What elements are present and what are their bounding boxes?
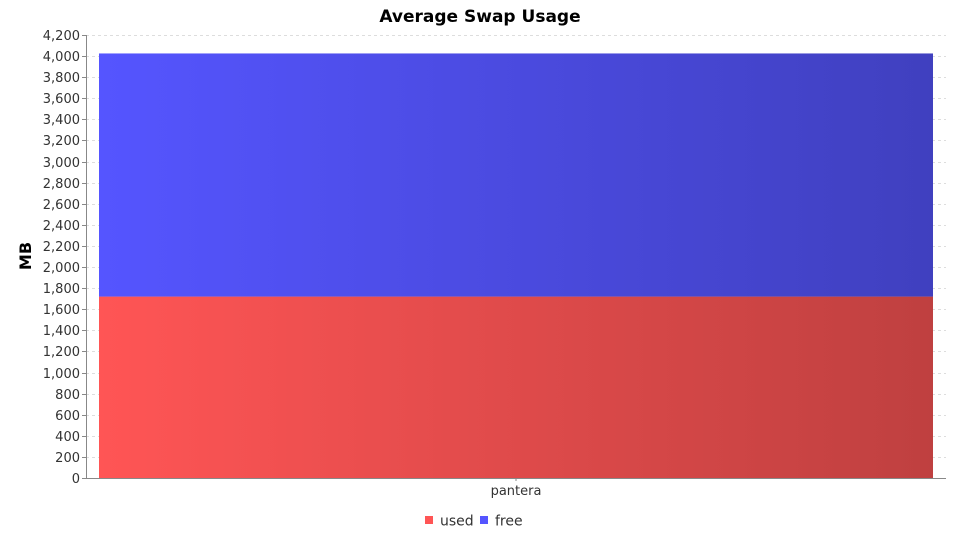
y-tick-label: 400 [55, 430, 80, 445]
y-tick-label: 3,400 [43, 113, 80, 128]
y-tick-label: 800 [55, 388, 80, 403]
y-tick-label: 2,400 [43, 219, 80, 234]
y-tick-label: 1,200 [43, 345, 80, 360]
legend-swatch-free [480, 516, 488, 524]
bar-used [99, 296, 933, 478]
y-tick-label: 2,800 [43, 177, 80, 192]
legend: used free [425, 514, 523, 530]
y-tick-label: 3,600 [43, 92, 80, 107]
legend-label-used: used [440, 514, 474, 530]
y-tick-label: 1,800 [43, 282, 80, 297]
y-tick-label: 2,200 [43, 240, 80, 255]
y-tick-label: 4,000 [43, 50, 80, 65]
axes: 0 200 400 600 800 1,000 1,200 1,400 1,600 1,800 2,… [43, 29, 946, 499]
y-tick-label: 2,000 [43, 261, 80, 276]
legend-label-free: free [495, 514, 523, 530]
y-tick-label: 1,600 [43, 303, 80, 318]
y-tick-label: 3,000 [43, 156, 80, 171]
y-tick-label: 200 [55, 451, 80, 466]
y-tick-label: 4,200 [43, 29, 80, 44]
chart-title: Average Swap Usage [379, 7, 580, 27]
y-tick-label: 1,000 [43, 367, 80, 382]
y-axis-label: MB [16, 242, 35, 270]
y-tick-label: 1,400 [43, 324, 80, 339]
y-tick-label: 3,200 [43, 134, 80, 149]
y-tick-label: 0 [72, 472, 80, 487]
y-tick-label: 2,600 [43, 198, 80, 213]
bars [99, 53, 933, 478]
y-tick-label: 3,800 [43, 71, 80, 86]
y-tick-label: 600 [55, 409, 80, 424]
x-tick-label: pantera [491, 484, 542, 499]
bar-free [99, 53, 933, 297]
legend-swatch-used [425, 516, 433, 524]
